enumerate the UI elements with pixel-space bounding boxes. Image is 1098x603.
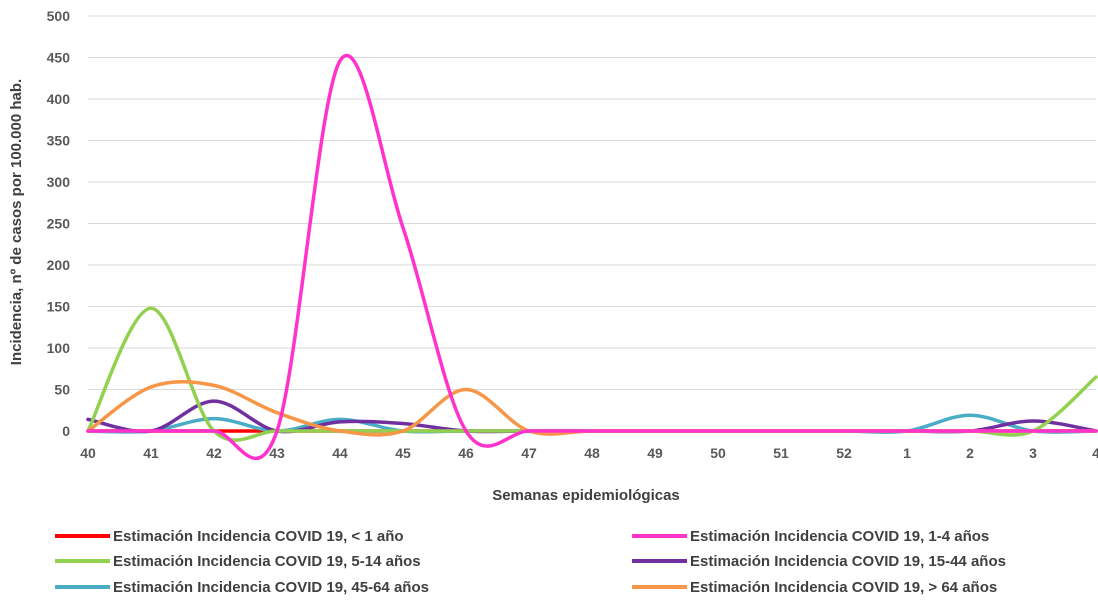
- x-tick-label: 49: [647, 445, 663, 461]
- x-tick-label: 41: [143, 445, 159, 461]
- legend-label: Estimación Incidencia COVID 19, < 1 año: [113, 528, 404, 545]
- y-tick-label: 500: [47, 8, 71, 24]
- y-tick-label: 150: [47, 299, 71, 315]
- y-tick-label: 0: [62, 423, 70, 439]
- y-tick-label: 300: [47, 174, 71, 190]
- y-tick-label: 450: [47, 50, 71, 66]
- x-axis-ticks: 40 41 42 43 44 45 46 47 48 49 50 51 52 1 2 3 4: [80, 445, 1098, 461]
- legend-label: Estimación Incidencia COVID 19, > 64 año…: [690, 579, 997, 596]
- x-tick-label: 4: [1092, 445, 1098, 461]
- x-tick-label: 1: [903, 445, 911, 461]
- legend-item: Estimación Incidencia COVID 19, 5-14 año…: [55, 553, 421, 570]
- x-tick-label: 52: [836, 445, 852, 461]
- series-line: [86, 53, 1098, 461]
- y-tick-label: 400: [47, 91, 71, 107]
- legend-item: Estimación Incidencia COVID 19, > 64 año…: [632, 579, 997, 596]
- x-tick-label: 50: [710, 445, 726, 461]
- legend-item: Estimación Incidencia COVID 19, 15-44 añ…: [632, 553, 1006, 570]
- legend-item: Estimación Incidencia COVID 19, < 1 año: [55, 528, 404, 545]
- y-axis-title: Incidencia, nº de casos por 100.000 hab.: [8, 79, 25, 365]
- x-tick-label: 46: [458, 445, 474, 461]
- legend-label: Estimación Incidencia COVID 19, 15-44 añ…: [690, 553, 1006, 570]
- y-tick-label: 350: [47, 133, 71, 149]
- x-tick-label: 43: [269, 445, 285, 461]
- legend-label: Estimación Incidencia COVID 19, 45-64 añ…: [113, 579, 429, 596]
- x-tick-label: 3: [1029, 445, 1037, 461]
- x-tick-label: 51: [773, 445, 789, 461]
- y-axis-ticks: 0 50 100 150 200 250 300 350 400 450 500: [47, 8, 71, 439]
- series-lines: [86, 53, 1098, 461]
- x-tick-label: 45: [395, 445, 411, 461]
- y-tick-label: 50: [54, 382, 70, 398]
- gridlines: [88, 15, 1096, 432]
- legend-label: Estimación Incidencia COVID 19, 5-14 año…: [113, 553, 421, 570]
- series-line: [86, 399, 1098, 434]
- legend: Estimación Incidencia COVID 19, < 1 año E…: [55, 528, 1006, 596]
- x-tick-label: 40: [80, 445, 96, 461]
- x-tick-label: 48: [584, 445, 600, 461]
- x-tick-label: 44: [332, 445, 348, 461]
- y-tick-label: 250: [47, 216, 71, 232]
- legend-item: Estimación Incidencia COVID 19, 1-4 años: [632, 528, 989, 545]
- legend-label: Estimación Incidencia COVID 19, 1-4 años: [690, 528, 989, 545]
- x-tick-label: 42: [206, 445, 222, 461]
- x-tick-label: 2: [966, 445, 974, 461]
- y-tick-label: 200: [47, 257, 71, 273]
- legend-item: Estimación Incidencia COVID 19, 45-64 añ…: [55, 579, 429, 596]
- x-axis-title: Semanas epidemiológicas: [492, 487, 680, 504]
- y-tick-label: 100: [47, 340, 71, 356]
- x-tick-label: 47: [521, 445, 537, 461]
